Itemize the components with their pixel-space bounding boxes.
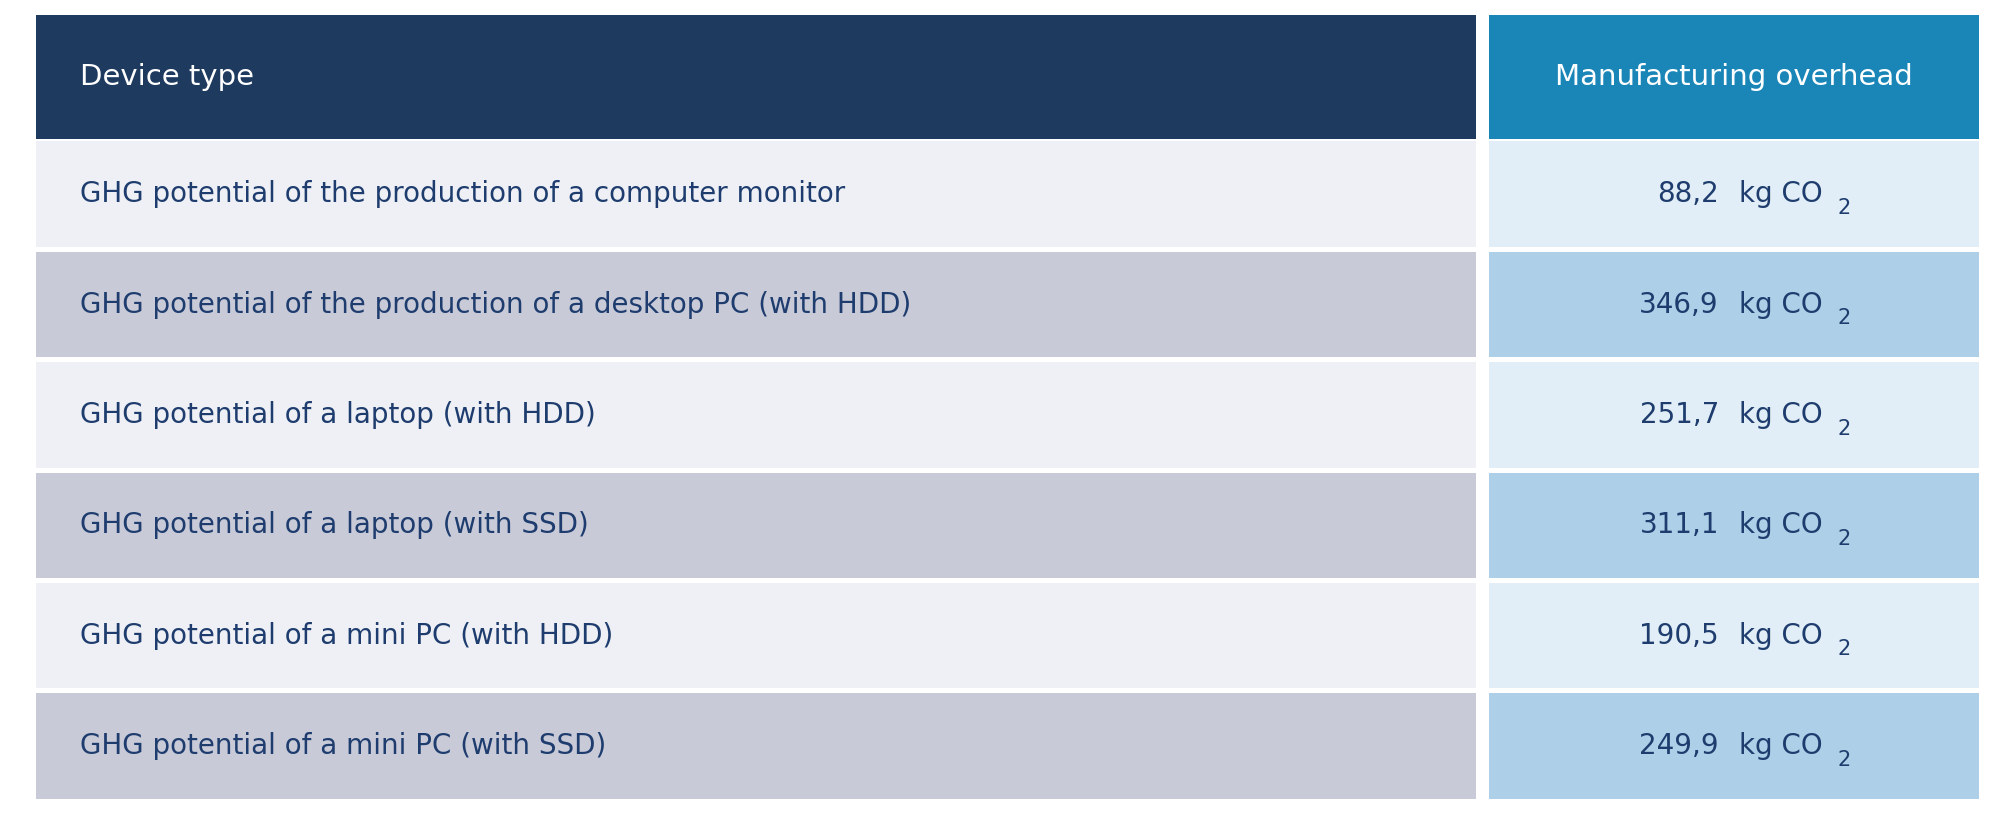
Text: 2: 2 bbox=[1838, 198, 1850, 218]
FancyBboxPatch shape bbox=[1488, 252, 1979, 357]
Text: 2: 2 bbox=[1838, 529, 1850, 549]
Text: 2: 2 bbox=[1838, 640, 1850, 659]
FancyBboxPatch shape bbox=[36, 694, 1476, 799]
Text: 251,7: 251,7 bbox=[1639, 401, 1719, 429]
Text: GHG potential of the production of a desktop PC (with HDD): GHG potential of the production of a des… bbox=[80, 290, 911, 318]
Text: Manufacturing overhead: Manufacturing overhead bbox=[1555, 63, 1912, 91]
Text: kg CO: kg CO bbox=[1740, 512, 1822, 539]
FancyBboxPatch shape bbox=[36, 141, 1476, 247]
Text: kg CO: kg CO bbox=[1740, 622, 1822, 650]
FancyBboxPatch shape bbox=[1488, 472, 1979, 578]
Text: 2: 2 bbox=[1838, 308, 1850, 328]
FancyBboxPatch shape bbox=[1488, 583, 1979, 689]
Text: 311,1: 311,1 bbox=[1639, 512, 1719, 539]
Text: kg CO: kg CO bbox=[1740, 180, 1822, 208]
FancyBboxPatch shape bbox=[36, 472, 1476, 578]
Text: GHG potential of a mini PC (with SSD): GHG potential of a mini PC (with SSD) bbox=[80, 732, 607, 761]
Text: 2: 2 bbox=[1838, 419, 1850, 439]
FancyBboxPatch shape bbox=[1488, 15, 1979, 139]
Text: GHG potential of a laptop (with SSD): GHG potential of a laptop (with SSD) bbox=[80, 512, 589, 539]
Text: 88,2: 88,2 bbox=[1657, 180, 1719, 208]
Text: 190,5: 190,5 bbox=[1639, 622, 1719, 650]
Text: GHG potential of a mini PC (with HDD): GHG potential of a mini PC (with HDD) bbox=[80, 622, 613, 650]
FancyBboxPatch shape bbox=[36, 362, 1476, 468]
Text: kg CO: kg CO bbox=[1740, 290, 1822, 318]
Text: kg CO: kg CO bbox=[1740, 401, 1822, 429]
Text: GHG potential of the production of a computer monitor: GHG potential of the production of a com… bbox=[80, 180, 847, 208]
FancyBboxPatch shape bbox=[1488, 141, 1979, 247]
FancyBboxPatch shape bbox=[1488, 694, 1979, 799]
Text: Device type: Device type bbox=[80, 63, 255, 91]
Text: GHG potential of a laptop (with HDD): GHG potential of a laptop (with HDD) bbox=[80, 401, 595, 429]
FancyBboxPatch shape bbox=[36, 15, 1476, 139]
Text: 346,9: 346,9 bbox=[1639, 290, 1719, 318]
FancyBboxPatch shape bbox=[36, 252, 1476, 357]
FancyBboxPatch shape bbox=[1488, 362, 1979, 468]
Text: kg CO: kg CO bbox=[1740, 732, 1822, 761]
FancyBboxPatch shape bbox=[36, 583, 1476, 689]
Text: 249,9: 249,9 bbox=[1639, 732, 1719, 761]
Text: 2: 2 bbox=[1838, 750, 1850, 769]
